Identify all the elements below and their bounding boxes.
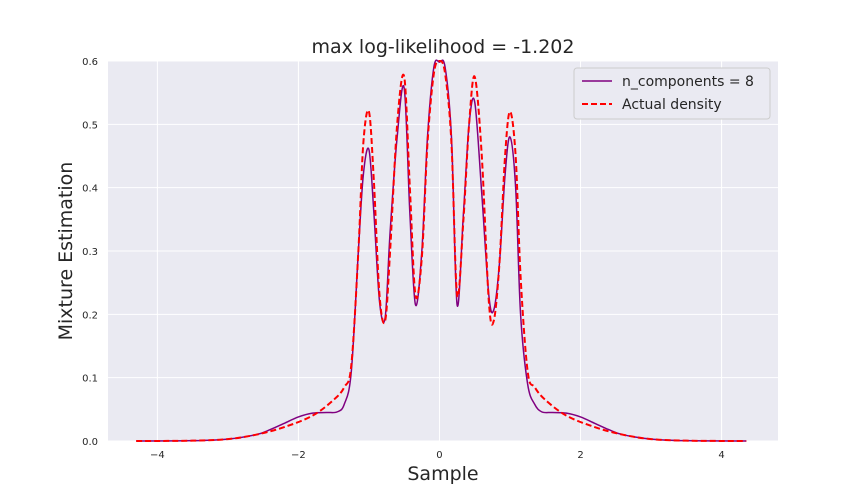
y-tick-label: 0.1 bbox=[82, 374, 98, 385]
chart-title: max log-likelihood = -1.202 bbox=[312, 36, 575, 58]
legend-label-actual: Actual density bbox=[622, 97, 722, 113]
legend-box bbox=[573, 67, 771, 120]
x-tick-label: 2 bbox=[577, 450, 583, 461]
x-tick-label: −4 bbox=[150, 450, 165, 461]
series-line-actual bbox=[136, 59, 747, 442]
legend-label-estimate: n_components = 8 bbox=[622, 74, 754, 90]
x-tick-label: 4 bbox=[718, 450, 724, 461]
y-axis-label: Mixture Estimation bbox=[55, 162, 77, 341]
x-ticks: −4 −2 0 2 4 bbox=[150, 450, 725, 461]
y-ticks: 0.0 0.1 0.2 0.3 0.4 0.5 0.6 bbox=[82, 57, 98, 448]
y-tick-label: 0.2 bbox=[82, 310, 98, 321]
x-tick-label: 0 bbox=[436, 450, 442, 461]
series-lines bbox=[136, 59, 747, 442]
y-tick-label: 0.4 bbox=[82, 184, 98, 195]
legend: n_components = 8 Actual density bbox=[573, 67, 771, 120]
series-line-estimate bbox=[136, 59, 747, 442]
y-tick-label: 0.0 bbox=[82, 437, 98, 448]
y-tick-label: 0.3 bbox=[82, 247, 98, 258]
y-tick-label: 0.5 bbox=[82, 120, 98, 131]
y-tick-label: 0.6 bbox=[82, 57, 98, 68]
grid bbox=[108, 60, 778, 442]
x-tick-label: −2 bbox=[291, 450, 306, 461]
x-axis-label: Sample bbox=[407, 463, 478, 485]
